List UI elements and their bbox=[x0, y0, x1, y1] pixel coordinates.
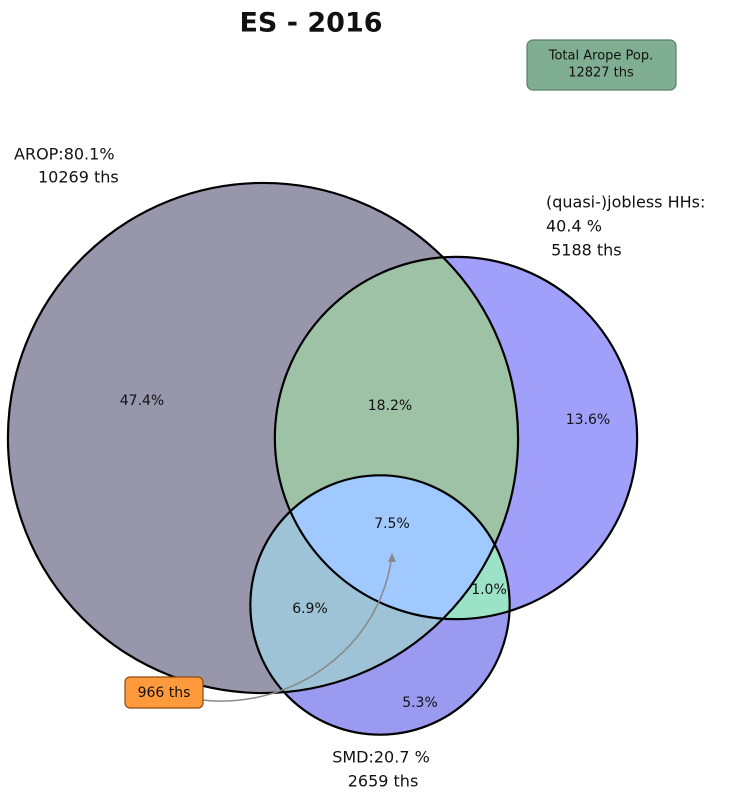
venn-outlines bbox=[6, 181, 639, 736]
region-label: 13.6% bbox=[566, 412, 610, 428]
set-label: SMD:20.7 % bbox=[332, 748, 430, 767]
chart-title: ES - 2016 bbox=[239, 8, 382, 39]
set-label: AROP:80.1% bbox=[14, 145, 115, 164]
total-label: Total Arope Pop. bbox=[548, 49, 654, 64]
set-circle bbox=[249, 474, 511, 736]
set-label: 40.4 % bbox=[546, 217, 602, 236]
set-circle bbox=[6, 181, 520, 695]
set-label: 10269 ths bbox=[38, 168, 119, 187]
annotation-arrowhead bbox=[388, 553, 396, 562]
region-label: 7.5% bbox=[374, 516, 410, 532]
annotation-box bbox=[124, 676, 204, 709]
total-box bbox=[526, 39, 677, 91]
total-value: 12827 ths bbox=[568, 66, 634, 81]
region-label: 18.2% bbox=[368, 398, 412, 414]
region-label: 1.0% bbox=[471, 582, 507, 598]
set-label: (quasi-)jobless HHs: bbox=[546, 193, 705, 212]
region-label: 5.3% bbox=[402, 695, 438, 711]
set-label: 2659 ths bbox=[348, 772, 419, 791]
set-label: 5188 ths bbox=[546, 241, 622, 260]
annotation-text: 966 ths bbox=[138, 685, 191, 701]
set-circle bbox=[273, 255, 639, 621]
region-label: 47.4% bbox=[120, 393, 164, 409]
region-label: 6.9% bbox=[292, 601, 328, 617]
venn-fills bbox=[7, 182, 638, 735]
annotation-arrow bbox=[201, 554, 393, 702]
